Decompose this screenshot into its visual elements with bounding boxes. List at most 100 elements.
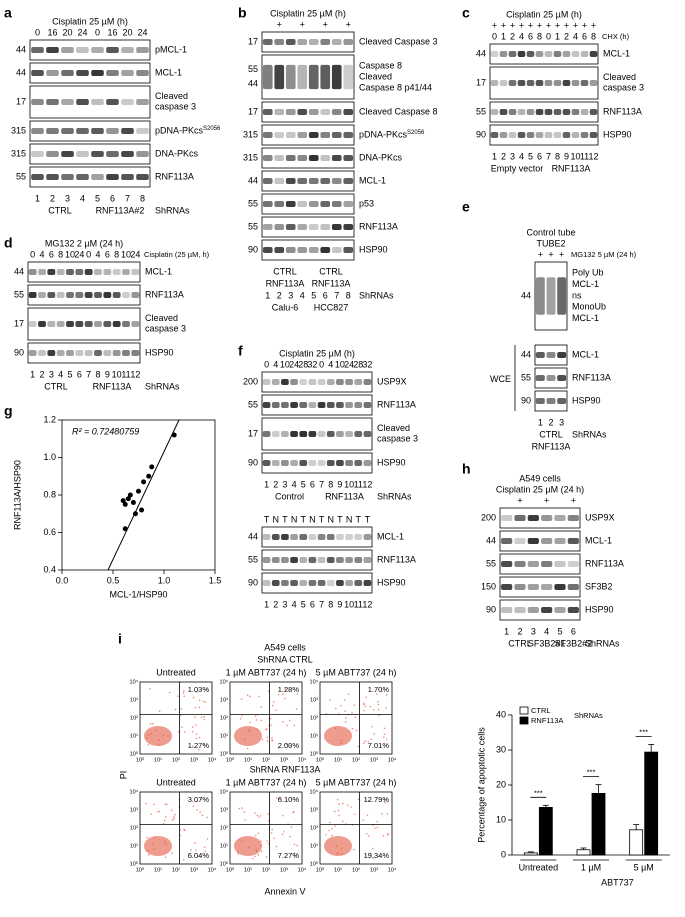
lane-label: 9 [337, 599, 342, 609]
band [557, 352, 567, 358]
y-tick-label: 20 [496, 779, 506, 789]
band [56, 269, 65, 275]
band [553, 109, 562, 115]
band [490, 80, 499, 86]
x-axis-title: MCL-1/HSP90 [109, 589, 167, 599]
lane-header: T [319, 514, 325, 524]
lane-label: CTRL [319, 266, 343, 276]
band [326, 460, 335, 466]
band-label: caspase 3 [377, 434, 418, 444]
band [285, 178, 296, 184]
lane-header: 4 [519, 31, 524, 41]
cell-dot [351, 712, 353, 714]
band [28, 350, 37, 356]
cell-dot [203, 718, 206, 721]
band [297, 224, 308, 230]
cell-dot [206, 838, 209, 840]
lane-header: + [591, 20, 596, 30]
lane-label: CTRL [48, 205, 72, 215]
band [31, 47, 44, 53]
cell-dot [376, 826, 379, 829]
significance: *** [639, 727, 648, 736]
band [308, 379, 317, 385]
band [271, 379, 280, 385]
cell-dot [237, 850, 239, 853]
blot-frame [261, 549, 373, 571]
band [553, 80, 562, 86]
band [290, 557, 298, 563]
band [571, 80, 580, 86]
y-tick-label: 10³ [310, 807, 318, 813]
cell-dot [357, 798, 360, 801]
lane-header: + [582, 20, 587, 30]
point [120, 498, 126, 504]
band [354, 534, 363, 540]
lane-label: 11 [354, 599, 363, 609]
cell-dot [377, 703, 380, 706]
cell-dot [357, 745, 360, 748]
cell-dot [237, 853, 239, 855]
group-suffix: ShRNAs [145, 381, 180, 391]
band [46, 99, 59, 105]
band [501, 515, 513, 521]
band [326, 431, 335, 437]
band [308, 557, 317, 563]
band [285, 247, 296, 253]
band [343, 64, 354, 90]
cell-dot [381, 813, 383, 815]
band [103, 269, 112, 275]
band [499, 80, 508, 86]
cell-dot [266, 840, 268, 842]
cell-dot [373, 827, 376, 829]
cell-dot [183, 828, 185, 831]
cell-dot [203, 715, 206, 718]
lane-header: + [559, 249, 564, 259]
band [299, 460, 308, 466]
cell-dot [254, 834, 257, 837]
band [281, 402, 289, 408]
cell-dot [337, 809, 340, 812]
cell-dot [329, 821, 331, 824]
cell-dot [340, 704, 343, 707]
cell-dot [146, 836, 149, 839]
cell-dot [177, 695, 179, 697]
y-tick-label: 40 [496, 709, 506, 719]
cell-dot [296, 844, 298, 847]
quadrant-percent: 1.03% [188, 685, 210, 694]
bar [576, 849, 591, 856]
cell-dot [387, 832, 389, 835]
lane-header: 0 [35, 27, 40, 37]
cell-dot [177, 730, 180, 733]
band [562, 109, 571, 115]
band [320, 247, 331, 253]
band [136, 47, 149, 53]
blot-header: A549 cells [519, 473, 561, 483]
band [290, 402, 298, 408]
x-tick-label: 10¹ [244, 867, 252, 873]
cell-dot [331, 834, 333, 837]
band-label: HSP90 [585, 604, 614, 614]
band [262, 64, 273, 90]
y-tick-label: 10³ [130, 807, 138, 813]
band [297, 155, 308, 161]
lane-header: 0 [492, 31, 497, 41]
panel-letter: i [118, 631, 122, 647]
cell-dot [191, 730, 194, 733]
cell-dot [181, 726, 183, 728]
band [297, 109, 308, 115]
cell-dot [249, 695, 251, 698]
mw-marker: 44 [16, 44, 26, 54]
lane-label: 1 [538, 417, 543, 427]
band [308, 431, 317, 437]
x-tick-label: 10² [262, 757, 270, 763]
cell-dot [277, 747, 280, 749]
band [535, 375, 545, 381]
lane-header: N [291, 514, 298, 524]
cell-dot [281, 833, 284, 836]
lane-label: 7 [334, 290, 339, 300]
lane-header: 6 [528, 31, 533, 41]
band [336, 379, 344, 385]
band [84, 321, 93, 327]
cell-dot [238, 807, 241, 810]
